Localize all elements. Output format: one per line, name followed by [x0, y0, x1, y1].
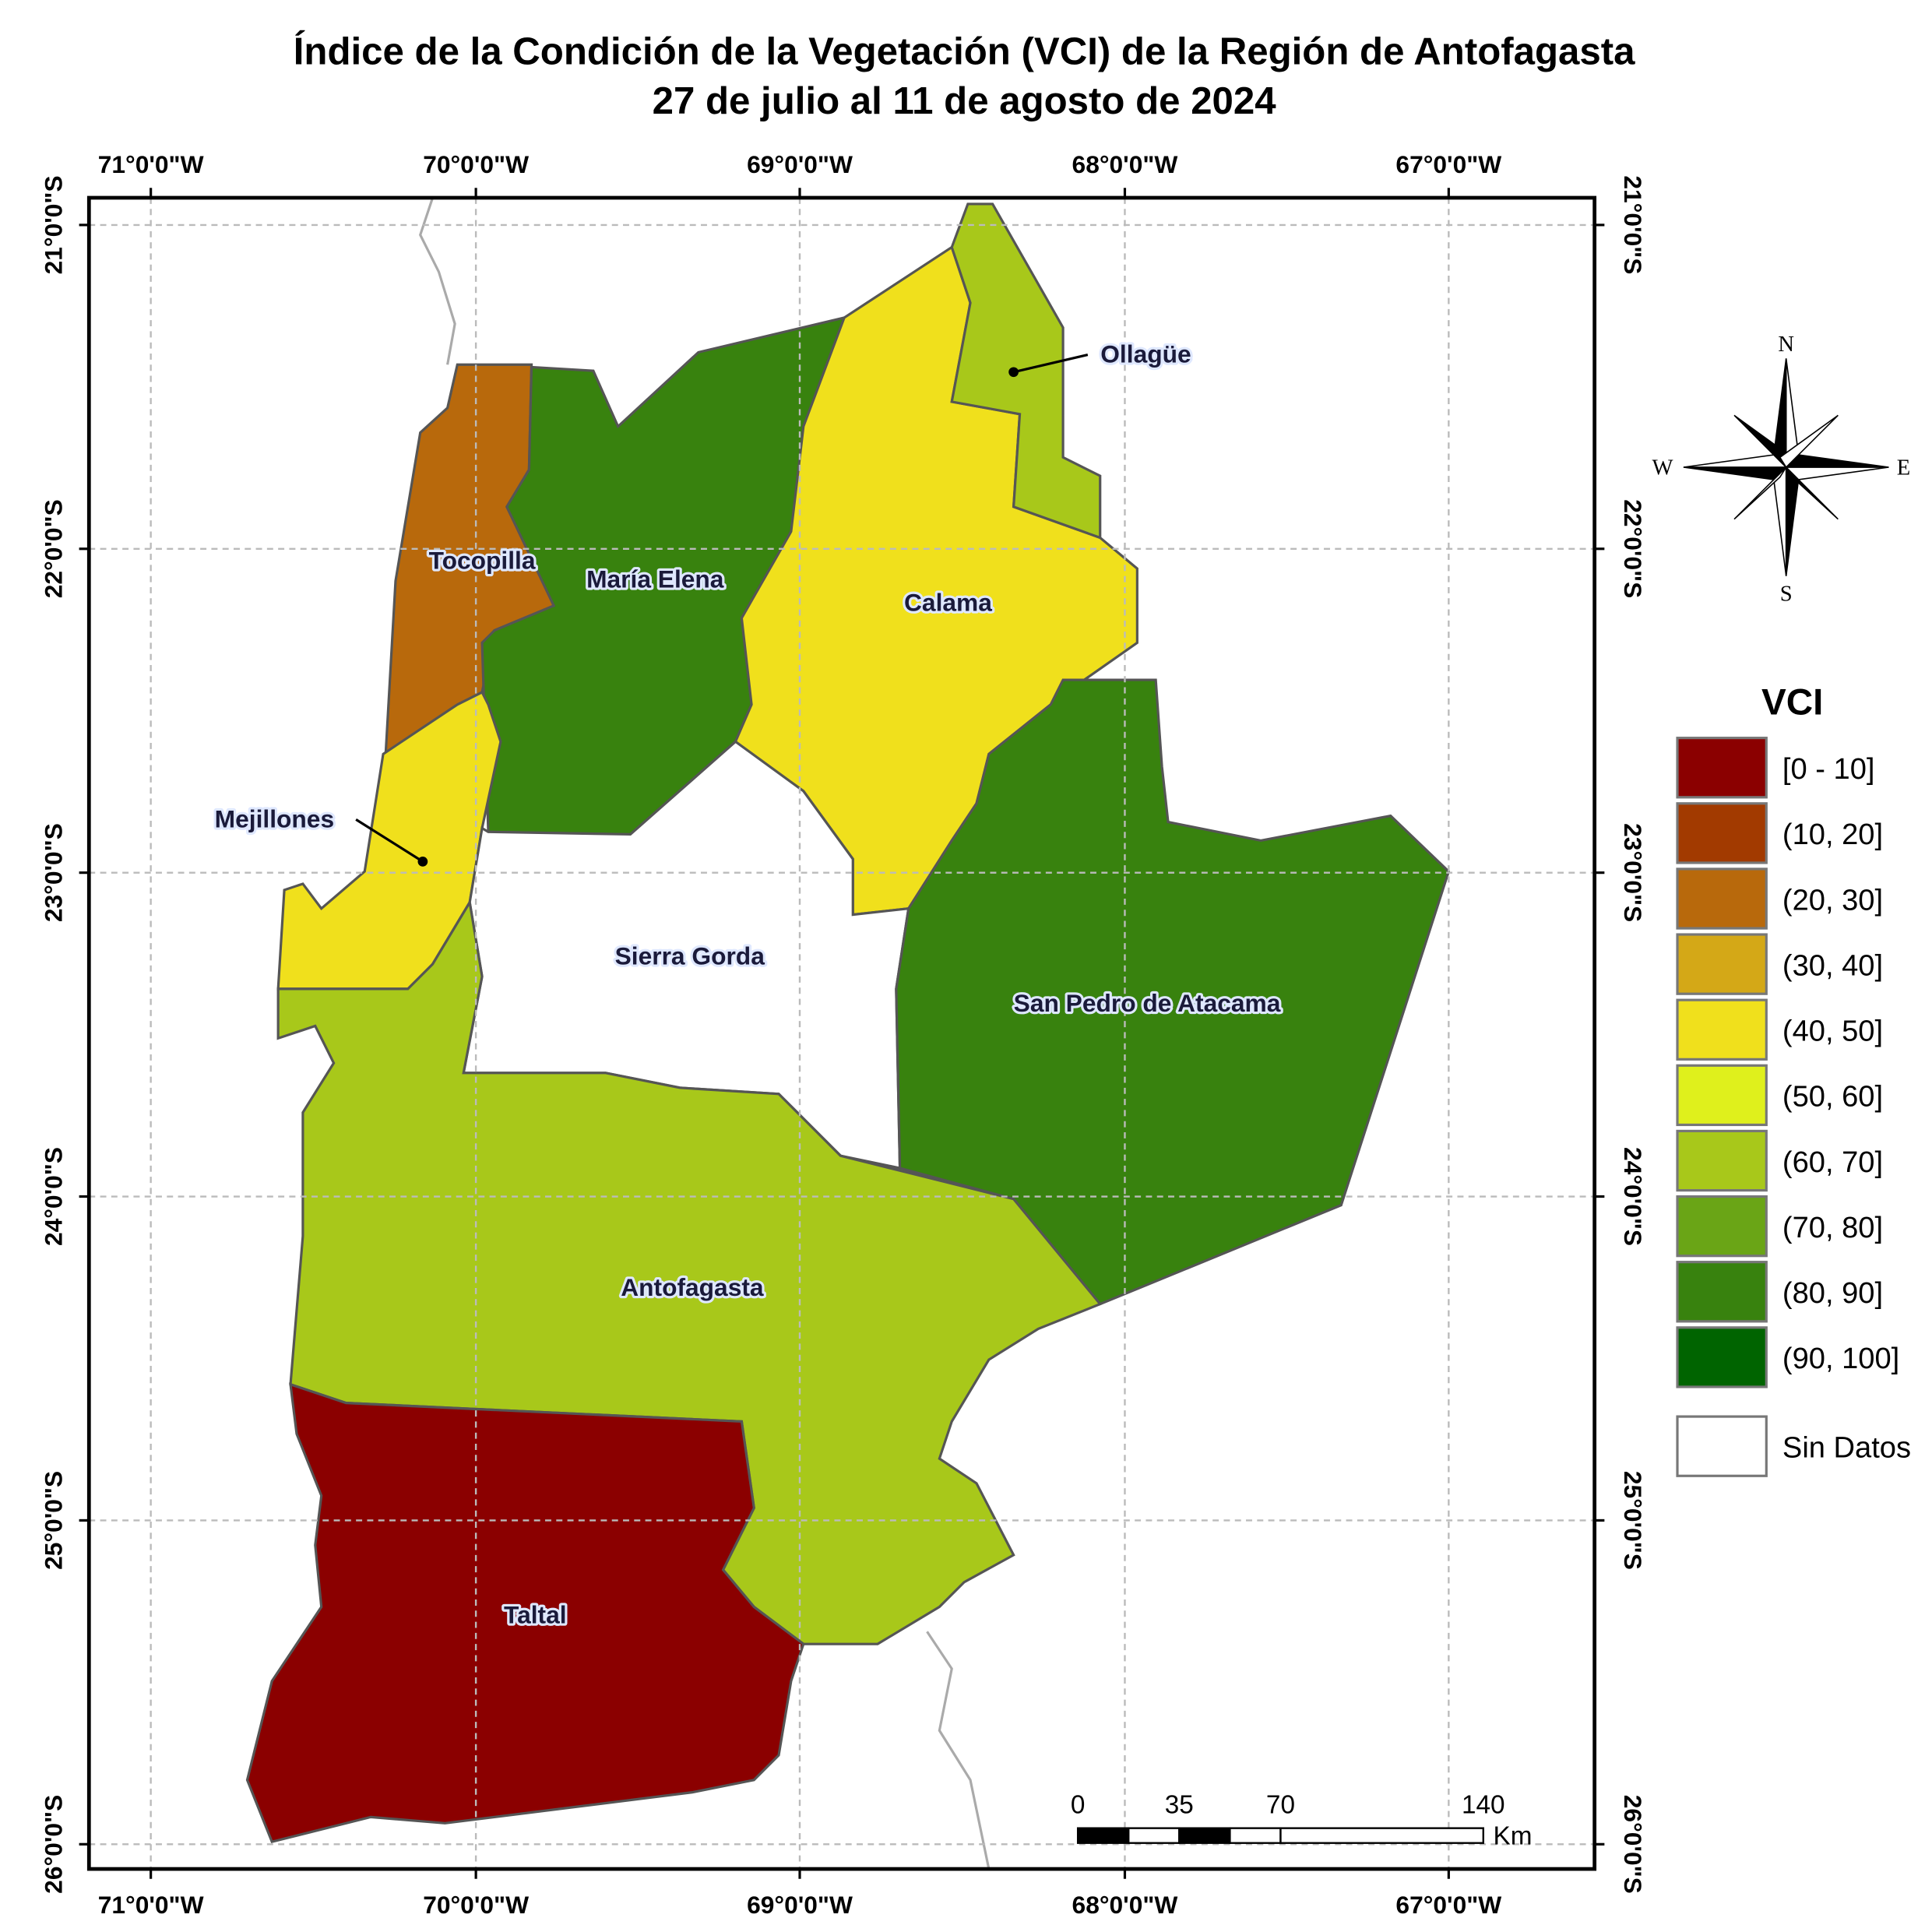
- latitude-label: 23°0'0"S: [1619, 823, 1647, 922]
- latitude-label: 22°0'0"S: [1619, 499, 1647, 598]
- legend-label: (30, 40]: [1782, 949, 1883, 982]
- scale-label: 70: [1266, 1791, 1295, 1820]
- longitude-label: 67°0'0"W: [1395, 1891, 1501, 1919]
- longitude-label: 71°0'0"W: [98, 150, 204, 178]
- border-line: [418, 197, 991, 1870]
- legend-swatch: [1676, 737, 1768, 799]
- compass: N S W E: [1652, 333, 1910, 607]
- latitude-label: 24°0'0"S: [1619, 1147, 1647, 1246]
- longitude-label: 68°0'0"W: [1072, 150, 1178, 178]
- legend-label: (60, 70]: [1782, 1146, 1883, 1179]
- longitude-label: 71°0'0"W: [98, 1891, 204, 1919]
- compass-e: E: [1897, 456, 1910, 480]
- callout-dot: [417, 857, 428, 867]
- compass-s: S: [1780, 582, 1793, 606]
- latitude-label: 21°0'0"S: [1619, 175, 1647, 274]
- latitude-label: 21°0'0"S: [39, 175, 67, 274]
- latitude-label: 25°0'0"S: [39, 1471, 67, 1570]
- map-area: [89, 197, 1595, 1870]
- longitude-label: 70°0'0"W: [423, 150, 529, 178]
- scale-label: 140: [1462, 1791, 1505, 1820]
- legend-swatch: [1676, 1195, 1768, 1258]
- legend-swatch: [1676, 1261, 1768, 1323]
- region: [276, 899, 1103, 1645]
- region-label: Ollagüe: [1100, 340, 1191, 368]
- latitude-label: 26°0'0"S: [39, 1795, 67, 1894]
- latitude-label: 22°0'0"S: [39, 499, 67, 598]
- longitude-label: 70°0'0"W: [423, 1891, 529, 1919]
- longitude-label: 69°0'0"W: [747, 150, 853, 178]
- latitude-label: 26°0'0"S: [1619, 1795, 1647, 1894]
- legend-swatch: [1676, 867, 1768, 930]
- scale-segment: [1178, 1827, 1231, 1844]
- legend-swatch: [1676, 1415, 1768, 1477]
- legend-title: VCI: [1761, 681, 1823, 723]
- latitude-label: 25°0'0"S: [1619, 1471, 1647, 1570]
- region-label: Taltal: [504, 1601, 567, 1629]
- callout-line: [1013, 354, 1089, 374]
- scale-segment: [1229, 1827, 1282, 1844]
- scale-segment: [1279, 1827, 1484, 1844]
- legend-label: (40, 50]: [1782, 1015, 1883, 1048]
- scale-label: 35: [1165, 1791, 1194, 1820]
- region: [245, 1382, 805, 1844]
- callout-dot: [1008, 367, 1019, 378]
- legend: [0 - 10] (10, 20] (20, 30] (30, 40] (40, 50]…: [1676, 737, 1911, 1477]
- subtitle: 27 de julio al 11 de agosto de 2024: [653, 79, 1277, 122]
- region-label: Sierra Gorda: [615, 942, 765, 970]
- region-label: Mejillones: [215, 804, 334, 832]
- region-label: Tocopilla: [429, 547, 536, 575]
- callout-line: [355, 818, 424, 863]
- legend-swatch: [1676, 933, 1768, 995]
- scale-unit: Km: [1493, 1821, 1532, 1850]
- legend-label: (50, 60]: [1782, 1081, 1883, 1114]
- longitude-label: 69°0'0"W: [747, 1891, 853, 1919]
- legend-swatch: [1676, 1129, 1768, 1192]
- latitude-label: 24°0'0"S: [39, 1147, 67, 1246]
- title: Índice de la Condición de la Vegetación …: [294, 30, 1635, 73]
- latitude-label: 23°0'0"S: [39, 823, 67, 922]
- compass-w: W: [1652, 456, 1673, 480]
- region-label: San Pedro de Atacama: [1014, 989, 1281, 1017]
- region: [950, 202, 1102, 540]
- legend-swatch: [1676, 998, 1768, 1061]
- legend-label: (10, 20]: [1782, 818, 1883, 851]
- legend-label: [0 - 10]: [1782, 753, 1875, 786]
- compass-n: N: [1778, 333, 1794, 357]
- region-label: Calama: [904, 589, 992, 617]
- legend-swatch: [1676, 1326, 1768, 1388]
- legend-label: (80, 90]: [1782, 1277, 1883, 1310]
- legend-label: (20, 30]: [1782, 884, 1883, 917]
- overlay: Tocopilla María Elena Calama Ollagüe Mejillo…: [213, 337, 1283, 1631]
- scale-label: 0: [1071, 1791, 1086, 1820]
- legend-swatch: [1676, 1064, 1768, 1127]
- legend-swatch: [1676, 802, 1768, 864]
- legend-label: (70, 80]: [1782, 1212, 1883, 1244]
- scale-segment: [1076, 1827, 1130, 1844]
- legend-label: Sin Datos: [1782, 1431, 1911, 1464]
- map-frame: [86, 195, 1597, 1871]
- region-label: María Elena: [586, 565, 724, 593]
- legend-label: (90, 100]: [1782, 1343, 1899, 1375]
- longitude-label: 68°0'0"W: [1072, 1891, 1178, 1919]
- longitude-label: 67°0'0"W: [1395, 150, 1501, 178]
- scale-segment: [1128, 1827, 1181, 1844]
- region-label: Antofagasta: [621, 1273, 764, 1301]
